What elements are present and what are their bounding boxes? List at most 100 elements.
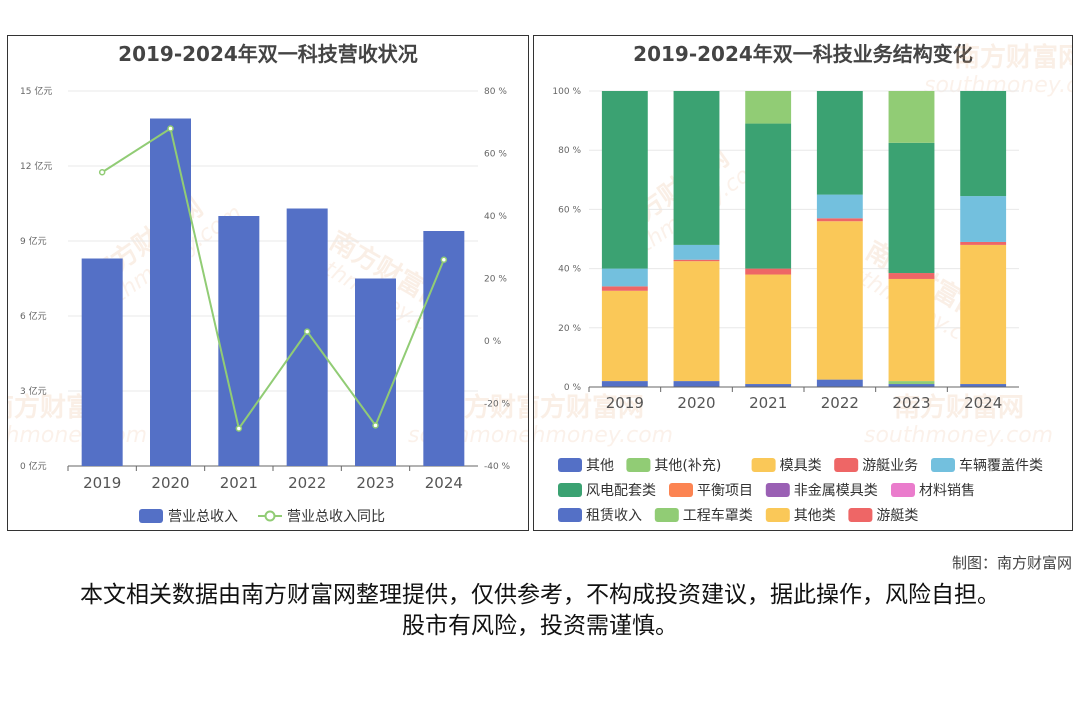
stack-segment (960, 196, 1007, 242)
legend-swatch (891, 483, 915, 497)
y-right-tick-label: 0 % (484, 337, 502, 347)
stack-segment (673, 261, 720, 382)
stack-segment (960, 384, 1007, 387)
stack-segment (816, 221, 863, 380)
stack-segment (888, 91, 935, 143)
x-tick-label: 2019 (83, 474, 121, 492)
stack-segment (673, 381, 720, 387)
stack-segment (601, 286, 648, 291)
x-tick-label: 2022 (288, 474, 326, 492)
watermark-cn: 南方财富网 (954, 42, 1073, 73)
y-tick-label: 60 % (558, 205, 581, 215)
chart-credit: 制图：南方财富网 (951, 554, 1072, 572)
legend-swatch (558, 458, 582, 472)
y-right-tick-label: 80 % (484, 87, 507, 97)
stack-segment (673, 259, 720, 262)
watermark-en: southmoney.com (864, 423, 1053, 448)
legend-label: 风电配套类 (586, 483, 656, 499)
legend-swatch (765, 508, 790, 522)
legend-marker-growth (264, 510, 276, 522)
revenue-chart-panel: 2019-2024年双一科技营收状况 南方财富网southmoney.com南方… (7, 35, 529, 531)
y-left-tick-label: 9 亿元 (20, 235, 47, 247)
x-tick-label: 2021 (749, 394, 787, 412)
x-tick-label: 2019 (606, 394, 644, 412)
y-tick-label: 40 % (558, 265, 581, 275)
disclaimer-text: 本文相关数据由南方财富网整理提供，仅供参考，不构成投资建议，据此操作，风险自担。… (80, 582, 1000, 639)
legend-label: 其他类 (794, 508, 836, 524)
watermark-en: southmoney.com (8, 423, 147, 448)
stack-segment (816, 91, 863, 195)
legend-label: 平衡项目 (697, 483, 753, 499)
legend-swatch (751, 458, 776, 472)
x-tick-label: 2023 (356, 474, 394, 492)
legend-label: 非金属模具类 (794, 483, 878, 499)
revenue-chart-svg: 南方财富网southmoney.com南方财富网southmoney.com南方… (8, 85, 528, 525)
y-right-tick-label: 20 % (484, 275, 507, 285)
stack-segment (673, 244, 720, 260)
legend-swatch (931, 458, 955, 472)
x-tick-label: 2022 (821, 394, 859, 412)
revenue-bar (150, 118, 191, 466)
revenue-chart-title: 2019-2024年双一科技营收状况 (118, 42, 418, 66)
stack-segment (745, 384, 792, 387)
x-tick-label: 2023 (892, 394, 930, 412)
x-tick-label: 2024 (425, 474, 463, 492)
watermark-cn: 南方财富网 (894, 392, 1024, 423)
watermark-en: southmoney.com (534, 423, 673, 448)
x-tick-label: 2021 (220, 474, 258, 492)
stack-segment (888, 278, 935, 382)
stack-segment (745, 274, 792, 385)
legend-label: 其他 (586, 458, 614, 474)
revenue-bar (286, 208, 328, 466)
growth-point (167, 125, 174, 132)
structure-chart-title: 2019-2024年双一科技业务结构变化 (633, 42, 973, 66)
legend-swatch (558, 508, 582, 522)
y-left-tick-label: 0 亿元 (20, 460, 47, 472)
stack-segment (745, 91, 792, 124)
legend-swatch (558, 483, 582, 497)
stack-segment (601, 91, 648, 269)
x-tick-label: 2020 (677, 394, 715, 412)
y-left-tick-label: 3 亿元 (20, 385, 47, 397)
stack-segment (960, 91, 1007, 197)
stack-segment (601, 290, 648, 382)
growth-point (235, 425, 243, 432)
y-tick-label: 0 % (564, 383, 582, 393)
x-tick-label: 2024 (964, 394, 1002, 412)
stack-segment (745, 123, 792, 269)
legend-label-revenue: 营业总收入 (168, 509, 238, 525)
legend-swatch (834, 458, 859, 472)
stack-segment (888, 384, 935, 387)
y-right-tick-label: -20 % (484, 400, 511, 410)
x-tick-label: 2020 (151, 474, 189, 492)
growth-point (440, 256, 448, 263)
growth-point (303, 328, 311, 335)
stack-segment (673, 91, 720, 245)
legend-label: 车辆覆盖件类 (959, 457, 1043, 474)
structure-chart-svg: 南方财富网southmoney.com南方财富网southmoney.com南方… (534, 42, 1073, 524)
legend-swatch (765, 483, 790, 497)
legend-label: 租赁收入 (586, 508, 642, 524)
stack-segment (888, 142, 935, 274)
y-tick-label: 20 % (558, 324, 581, 334)
growth-point (98, 169, 106, 176)
stack-segment (601, 268, 648, 287)
growth-point (372, 422, 379, 429)
stack-segment (816, 218, 863, 222)
stack-segment (888, 273, 935, 279)
legend-label: 材料销售 (919, 483, 975, 499)
legend-swatch (848, 508, 873, 522)
legend-swatch (654, 508, 679, 522)
growth-line (101, 126, 445, 431)
legend-label: 游艇类 (876, 508, 918, 524)
legend-swatch-revenue (139, 509, 163, 523)
y-right-tick-label: 40 % (484, 212, 507, 222)
y-left-tick-label: 15 亿元 (20, 85, 52, 97)
legend-label: 其他(补充) (654, 458, 721, 474)
stack-segment (745, 268, 792, 275)
y-right-tick-label: -40 % (484, 462, 511, 472)
stack-segment (816, 194, 863, 219)
